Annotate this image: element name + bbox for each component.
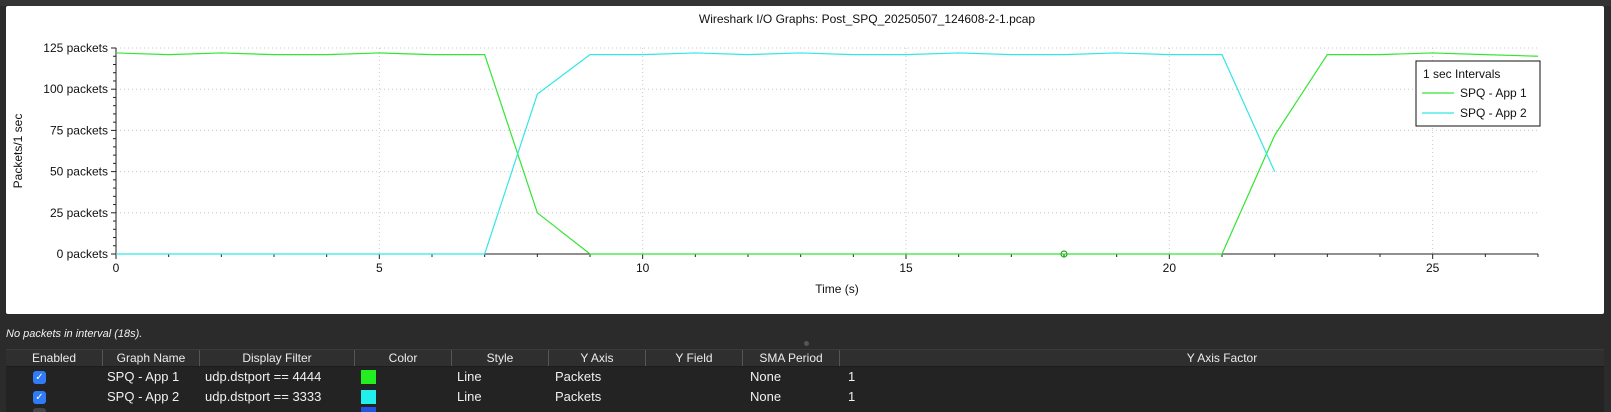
- table-row[interactable]: ✓ SPQ - App 1 udp.dstport == 4444 Line P…: [6, 367, 1604, 387]
- legend-entry: SPQ - App 1: [1460, 86, 1527, 100]
- display-filter-cell[interactable]: udp.dstport == 4444: [205, 369, 322, 384]
- status-message: No packets in interval (18s).: [6, 328, 143, 340]
- style-cell[interactable]: Line: [457, 369, 482, 384]
- enabled-checkbox[interactable]: ✓: [33, 371, 46, 384]
- x-tick-label: 5: [376, 261, 383, 275]
- header-enabled[interactable]: Enabled: [6, 350, 103, 366]
- x-tick-label: 10: [636, 261, 650, 275]
- y-tick-label: 75 packets: [50, 123, 108, 137]
- graphs-table[interactable]: Enabled Graph Name Display Filter Color …: [6, 349, 1604, 412]
- header-color[interactable]: Color: [355, 350, 452, 366]
- y-axis-factor-cell[interactable]: 1: [848, 369, 856, 384]
- graph-name-cell[interactable]: SPQ - App 1: [107, 369, 180, 384]
- legend-title: 1 sec Intervals: [1423, 67, 1500, 81]
- color-swatch[interactable]: [361, 407, 376, 412]
- table-header: Enabled Graph Name Display Filter Color …: [6, 350, 1604, 367]
- y-tick-label: 0 packets: [57, 247, 108, 261]
- x-tick-label: 0: [113, 261, 120, 275]
- display-filter-cell[interactable]: udp.dstport == 3333: [205, 389, 322, 404]
- header-y-field[interactable]: Y Field: [646, 350, 743, 366]
- plot-area[interactable]: [116, 48, 1538, 254]
- chart-title: Wireshark I/O Graphs: Post_SPQ_20250507_…: [699, 12, 1036, 26]
- x-axis-label: Time (s): [815, 282, 859, 296]
- table-row[interactable]: ✓ SPQ - App 2 udp.dstport == 3333 Line P…: [6, 387, 1604, 407]
- sma-period-cell[interactable]: None: [750, 389, 782, 404]
- y-tick-label: 100 packets: [43, 82, 108, 96]
- x-tick-label: 25: [1426, 261, 1440, 275]
- selected-point-marker[interactable]: [1060, 250, 1068, 258]
- series-line-app-2[interactable]: [116, 52, 1276, 255]
- color-swatch[interactable]: [361, 390, 376, 404]
- series-line-app-1[interactable]: [115, 52, 1539, 255]
- sma-period-cell[interactable]: None: [750, 369, 782, 384]
- y-axis-factor-cell[interactable]: 1: [848, 389, 856, 404]
- enabled-checkbox[interactable]: [33, 408, 46, 412]
- header-sma-period[interactable]: SMA Period: [743, 350, 840, 366]
- y-axis-cell[interactable]: Packets: [555, 389, 602, 404]
- header-graph-name[interactable]: Graph Name: [103, 350, 200, 366]
- io-graph-svg[interactable]: 0 5 10 15 20 25 0 packets 25 packets 50 packets 7…: [6, 6, 1604, 314]
- x-tick-label: 20: [1163, 261, 1177, 275]
- io-graph-plot[interactable]: 0 5 10 15 20 25 0 packets 25 packets 50 packets 7…: [6, 6, 1604, 314]
- x-tick-label: 15: [899, 261, 913, 275]
- y-tick-label: 25 packets: [50, 206, 108, 220]
- graph-name-cell[interactable]: SPQ - App 2: [107, 389, 180, 404]
- y-tick-label: 125 packets: [43, 41, 108, 55]
- splitter-handle[interactable]: [804, 341, 809, 346]
- y-axis-label: Packets/1 sec: [11, 114, 25, 189]
- color-swatch[interactable]: [361, 370, 376, 384]
- y-axis-cell[interactable]: Packets: [555, 369, 602, 384]
- window-top-strip: [0, 0, 1611, 6]
- enabled-checkbox[interactable]: ✓: [33, 391, 46, 404]
- header-y-axis[interactable]: Y Axis: [549, 350, 646, 366]
- y-tick-label: 50 packets: [50, 165, 108, 179]
- style-cell[interactable]: Line: [457, 389, 482, 404]
- header-y-axis-factor[interactable]: Y Axis Factor: [1186, 351, 1258, 365]
- legend-entry: SPQ - App 2: [1460, 106, 1527, 120]
- table-row-partial[interactable]: [6, 407, 1604, 412]
- header-style[interactable]: Style: [452, 350, 549, 366]
- header-display-filter[interactable]: Display Filter: [200, 350, 355, 366]
